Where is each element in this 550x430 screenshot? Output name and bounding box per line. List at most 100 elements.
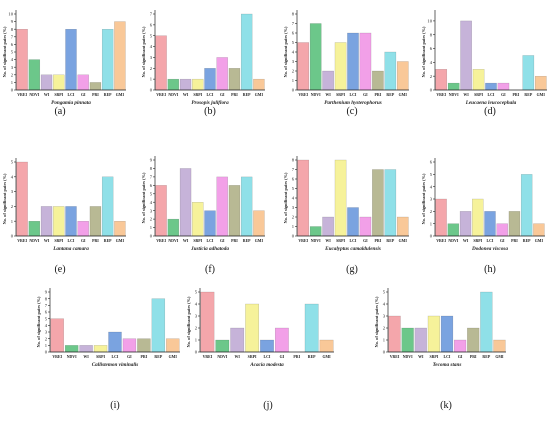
x-tick-label: VREI	[156, 93, 166, 97]
x-tick-label: GMI	[495, 355, 504, 359]
panel-label: (j)	[263, 400, 272, 411]
chart-title: Tecoma stans	[433, 362, 462, 368]
y-tick-label: 2	[430, 209, 433, 214]
x-tick-label: GI	[220, 93, 225, 97]
x-tick-label: GI	[81, 93, 86, 97]
bar-wi	[179, 78, 192, 91]
y-tick-label: 0	[150, 88, 153, 93]
y-tick-label: 1	[150, 225, 153, 230]
bar-vrei	[388, 315, 401, 353]
y-tick-label: 8	[292, 12, 295, 17]
y-axis-title: No. of significant pairs (%)	[421, 173, 426, 224]
x-tick-label: PRI	[375, 93, 382, 97]
bar-vrei	[16, 29, 28, 91]
bar-rep	[101, 176, 114, 237]
x-tick-label: REP	[524, 93, 532, 97]
y-tick-label: 2	[11, 204, 14, 209]
x-tick-label: REP	[482, 355, 490, 359]
x-tick-label: SRPI	[54, 93, 63, 97]
x-tick-label: PRI	[513, 93, 520, 97]
bar-ndvi	[64, 345, 79, 353]
bar-rep	[522, 55, 535, 91]
bar-rep	[520, 174, 533, 237]
bar-gmi	[534, 75, 547, 91]
x-tick-label: SRPI	[193, 239, 202, 243]
bar-gmi	[253, 78, 265, 91]
x-tick-label: VREI	[298, 93, 308, 97]
bar-ndvi	[215, 339, 230, 353]
x-tick-label: WI	[463, 93, 469, 97]
y-tick-label: 3	[11, 65, 14, 70]
bar-ndvi	[28, 220, 41, 237]
x-tick-label: LCI	[112, 355, 119, 359]
bar-gi	[216, 57, 228, 91]
bar-srpi	[192, 78, 204, 91]
chart-panel-8: 0 1 2 3 4 5 6 VREI NDVI WI SRPI LCI GI PRI REP GMI No. o…	[421, 158, 545, 275]
bar-vrei	[16, 161, 28, 237]
bar-pri	[372, 70, 384, 91]
x-tick-label: GMI	[537, 93, 546, 97]
y-tick-label: 6	[45, 310, 48, 315]
chart-panel-6: 0 1 2 3 4 5 6 7 8 9 VREI NDVI WI SRPI LCI GI PRI REP GMI No…	[141, 156, 265, 275]
bar-wi	[79, 345, 93, 353]
y-tick-label: 8	[11, 27, 14, 32]
y-tick-label: 5	[292, 40, 295, 45]
chart-panel-9: 0 1 23 4 56 7 89 VREI NDVI WI SRPI LCI GI PRI REP GMI No…	[36, 288, 180, 411]
panel-label: (e)	[54, 264, 65, 275]
y-tick-label: 0	[430, 234, 433, 239]
chart-title: Prosopis juliflora	[191, 100, 229, 106]
y-tick-label: 8	[430, 32, 433, 37]
x-tick-label: WI	[44, 93, 50, 97]
y-tick-label: 2	[430, 74, 433, 79]
panel-label: (a)	[54, 106, 65, 117]
y-tick-label: 5	[150, 33, 153, 38]
x-tick-label: GI	[127, 355, 132, 359]
y-tick-label: 2	[150, 217, 153, 222]
bar-srpi	[53, 206, 65, 237]
y-tick-label: 7	[150, 12, 153, 17]
panel-label: (f)	[205, 264, 215, 275]
bar-vrei	[50, 318, 64, 353]
x-tick-label: LCI	[264, 355, 271, 359]
x-tick-label: GMI	[255, 93, 264, 97]
bar-vrei	[155, 185, 167, 237]
y-tick-label: 9	[45, 290, 48, 295]
chart-title: Callistemon viminalis	[92, 362, 139, 368]
bar-wi	[322, 216, 334, 237]
bar-wi	[230, 327, 245, 353]
y-tick-label: 1	[11, 80, 14, 85]
bar-srpi	[334, 42, 347, 91]
bar-srpi	[53, 74, 65, 91]
bar-wi	[460, 20, 472, 91]
x-tick-label: LCI	[350, 239, 357, 243]
bar-gmi	[166, 338, 180, 353]
x-tick-label: WI	[83, 355, 89, 359]
bar-lci	[65, 206, 77, 237]
bar-wi	[179, 168, 192, 237]
bar-lci	[260, 339, 274, 353]
panel-label: (b)	[204, 106, 216, 117]
x-tick-label: PRI	[231, 239, 238, 243]
y-tick-label: 3	[11, 189, 14, 194]
y-tick-label: 3	[150, 208, 153, 213]
y-tick-label: 3	[150, 55, 153, 60]
bar-srpi	[93, 345, 108, 353]
chart-panel-4: 0 2 4 6 8 10 VREI NDVI WI SRPI LCI GI PRI REP GMI No. o…	[421, 10, 547, 117]
chart-panel-5: 0 1 2 3 4 5 VREI NDVI WI SRPI LCI GI PRI REP GMI No. of…	[2, 158, 126, 275]
y-tick-label: 1	[150, 77, 153, 82]
x-tick-label: WI	[418, 355, 424, 359]
x-tick-label: LCI	[350, 93, 357, 97]
y-tick-label: 6	[150, 183, 153, 188]
x-tick-label: GI	[81, 239, 86, 243]
x-tick-label: VREI	[436, 239, 446, 243]
y-tick-label: 5	[11, 50, 14, 55]
y-tick-label: 8	[150, 166, 153, 171]
chart-title: Pongamia pinnata	[51, 100, 91, 106]
chart-panel-1: 0 1 2 3 4 5 6 7 8 9 10 VREI NDVI WI SRPI LCI GI PRI REP GMI…	[2, 10, 126, 117]
bar-gi	[454, 339, 467, 353]
x-tick-label: REP	[104, 239, 112, 243]
x-tick-label: REP	[386, 93, 394, 97]
y-tick-label: 4	[11, 174, 14, 179]
bar-pri	[89, 82, 102, 91]
y-axis-title: No. of significant pairs (%)	[2, 173, 7, 224]
